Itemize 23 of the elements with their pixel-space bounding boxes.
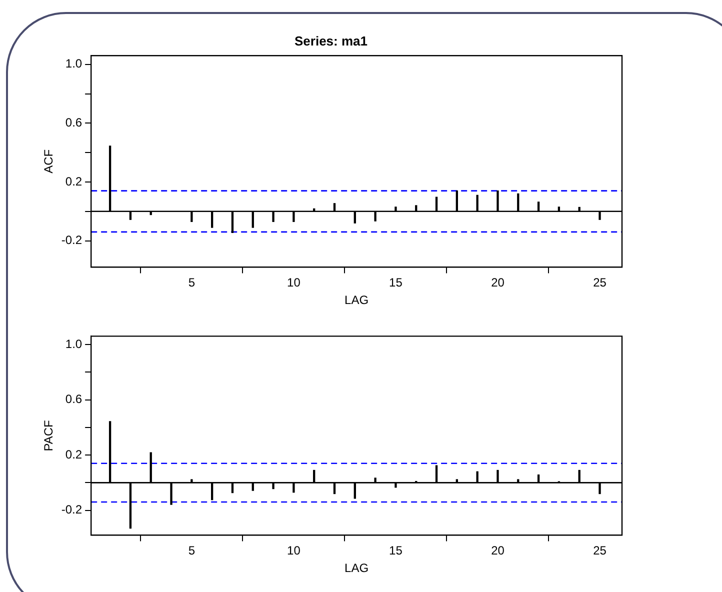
x-tick-label: 15	[389, 276, 403, 290]
y-tick-label: 0.6	[65, 392, 82, 406]
y-tick-label: 0.2	[65, 447, 82, 462]
x-tick-label: 20	[491, 276, 505, 290]
x-tick-label: 15	[389, 544, 403, 558]
x-tick-label: 10	[287, 276, 301, 290]
x-tick-label: 10	[287, 544, 301, 558]
y-tick-label: 1.0	[65, 56, 82, 71]
x-tick-label: 5	[188, 544, 196, 558]
y-tick-label: 0.6	[65, 116, 82, 130]
y-tick-label: 0.2	[65, 174, 82, 188]
y-axis-title: ACF	[42, 149, 56, 174]
y-tick-label: 1.0	[65, 336, 82, 351]
chart-title: Series: ma1	[294, 33, 368, 48]
x-axis-title: LAG	[344, 293, 369, 308]
y-tick-label: -0.2	[61, 233, 82, 248]
x-tick-label: 25	[593, 544, 607, 558]
x-axis-title: LAG	[344, 561, 369, 576]
y-axis-title: PACF	[42, 420, 56, 452]
x-tick-label: 20	[491, 544, 505, 558]
x-tick-label: 25	[593, 276, 607, 290]
y-tick-label: -0.2	[61, 502, 82, 517]
x-tick-label: 5	[188, 276, 196, 290]
